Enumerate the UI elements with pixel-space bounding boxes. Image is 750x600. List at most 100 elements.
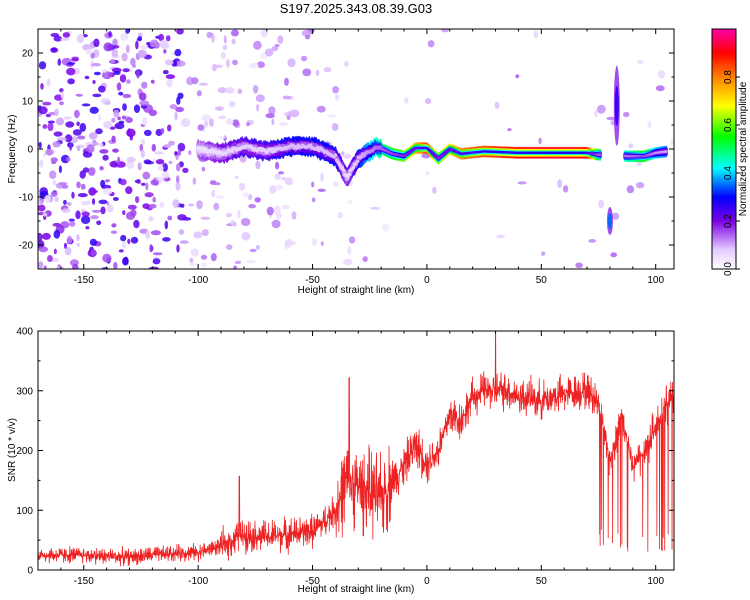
spectrogram-speckle xyxy=(113,109,120,118)
spectrogram-speckle xyxy=(179,240,189,244)
spectrogram-speckle xyxy=(327,114,337,118)
spectrogram-speckle xyxy=(278,171,285,175)
spectrogram-speckle xyxy=(343,61,349,67)
colorbar-tick-label: 0.4 xyxy=(723,166,734,180)
spectrogram-speckle xyxy=(278,122,289,126)
spectrogram-feature-core xyxy=(614,85,619,126)
spectrogram-speckle xyxy=(93,71,101,76)
spectrogram-speckle xyxy=(50,33,60,37)
spectrogram-speckle xyxy=(90,215,99,220)
spectrogram-speckle xyxy=(39,200,43,206)
snr-x-tick-label: 100 xyxy=(647,576,664,587)
spectrogram-speckle xyxy=(301,29,312,37)
spectrogram-speckle xyxy=(175,163,181,172)
spectrogram-speckle xyxy=(148,109,158,117)
spectrogram-speckle xyxy=(191,77,199,85)
spectrogram-speckle xyxy=(220,52,227,59)
spectrogram-speckle xyxy=(163,48,167,54)
spectrogram-speckle xyxy=(494,101,500,110)
spectrogram-speckle xyxy=(38,232,43,242)
spectrogram-speckle xyxy=(102,188,113,195)
spectrogram-speckle xyxy=(217,135,226,139)
spectrogram-speckle xyxy=(113,45,120,49)
spectrogram-speckle xyxy=(113,261,118,269)
spectrogram-speckle xyxy=(72,129,82,136)
spectrogram-speckle xyxy=(126,156,136,163)
spectrogram-speckle xyxy=(575,262,583,269)
spectrogram-speckle xyxy=(265,113,275,119)
spectrogram-speckle xyxy=(148,205,157,209)
spectrogram-speckle xyxy=(119,178,127,186)
spectrogram-speckle xyxy=(168,140,175,146)
spectrogram-speckle xyxy=(85,48,92,55)
spectrogram-speckle xyxy=(176,60,186,67)
spectrogram-speckle xyxy=(164,59,174,66)
spectrogram-y-tick-label: 0 xyxy=(27,145,33,156)
spectrogram-speckle xyxy=(196,90,202,97)
snr-x-tick-label: -150 xyxy=(74,576,94,587)
colorbar-tick-label: 0.0 xyxy=(723,262,734,276)
spectrogram-speckle xyxy=(84,75,90,80)
spectrogram-speckle xyxy=(260,29,268,38)
spectrogram-background-blobs xyxy=(38,29,674,269)
spectrogram-speckle xyxy=(178,229,185,235)
spectrogram-speckle xyxy=(45,148,55,156)
spectrogram-speckle xyxy=(90,52,95,59)
spectrogram-speckle xyxy=(136,70,140,79)
spectrogram-speckle xyxy=(165,35,171,42)
spectrogram-speckle xyxy=(112,148,119,153)
spectrogram-speckle xyxy=(102,154,109,161)
spectrogram-speckle xyxy=(626,185,635,194)
spectrogram-speckle xyxy=(103,121,113,129)
spectrogram-speckle xyxy=(137,162,142,171)
spectrogram-speckle xyxy=(118,91,124,96)
spectrogram-speckle xyxy=(647,120,652,129)
spectrogram-speckle xyxy=(196,200,203,210)
spectrogram-speckle xyxy=(52,222,61,227)
spectrogram-speckle xyxy=(148,216,154,222)
spectrogram-speckle xyxy=(425,98,432,105)
spectrogram-speckle xyxy=(320,172,324,182)
spectrogram-y-tick-label: -10 xyxy=(19,193,34,204)
spectrogram-ridge-segment xyxy=(341,168,346,173)
spectrogram-speckle xyxy=(61,208,71,213)
spectrogram-speckle xyxy=(317,188,326,192)
spectrogram-speckle xyxy=(76,181,81,189)
spectrogram-speckle xyxy=(122,103,127,111)
snr-x-tick-label: -50 xyxy=(305,576,320,587)
spectrogram-speckle xyxy=(305,34,311,40)
spectrogram-speckle xyxy=(234,260,242,265)
spectrogram-speckle xyxy=(271,118,275,126)
spectrogram-speckle xyxy=(77,135,86,140)
spectrogram-speckle xyxy=(93,38,100,48)
spectrogram-speckle xyxy=(67,62,76,65)
spectrogram-speckle xyxy=(95,128,103,135)
colorbar-ticks: 0.0 0.2 0.4 0.6 0.8 xyxy=(723,70,740,276)
spectrogram-speckle xyxy=(137,32,144,37)
spectrogram-speckle xyxy=(404,97,409,104)
spectrogram-speckle xyxy=(38,204,46,212)
spectrogram-speckle xyxy=(252,85,259,94)
spectrogram-speckle xyxy=(189,257,194,263)
spectrogram-speckle xyxy=(152,258,161,265)
spectrogram-speckle xyxy=(66,202,72,206)
spectrogram-speckle xyxy=(43,265,47,269)
spectrogram-speckle xyxy=(246,122,251,127)
spectrogram-speckle xyxy=(142,171,151,180)
spectrogram-features xyxy=(606,65,620,235)
spectrogram-speckle xyxy=(67,78,75,85)
spectrogram-speckle xyxy=(82,34,88,38)
spectrogram-speckle xyxy=(234,175,239,179)
spectrogram-speckle xyxy=(162,163,169,172)
spectrogram-speckle xyxy=(148,266,159,269)
spectrogram-speckle xyxy=(138,92,147,101)
spectrogram-speckle xyxy=(66,156,71,162)
spectrogram-speckle xyxy=(441,29,449,33)
snr-y-tick-label: 200 xyxy=(16,446,33,457)
spectrogram-speckle xyxy=(81,211,90,217)
spectrogram-speckle xyxy=(38,106,48,115)
spectrogram-speckle xyxy=(119,74,127,83)
spectrogram-speckle xyxy=(133,104,141,113)
spectrogram-speckle xyxy=(72,263,79,269)
spectrogram-speckle xyxy=(125,186,133,195)
